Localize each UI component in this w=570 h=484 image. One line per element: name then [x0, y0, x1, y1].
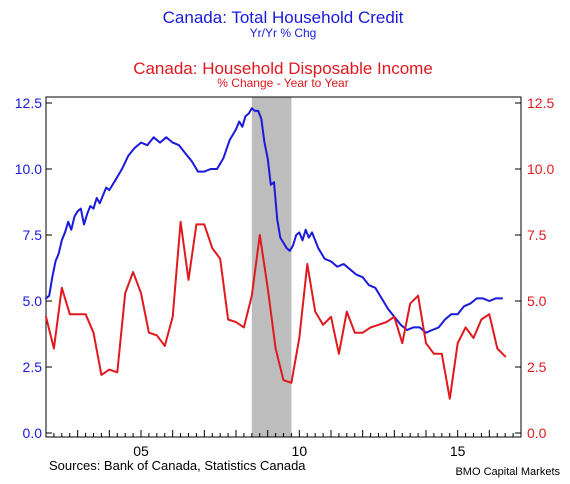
credit-note: BMO Capital Markets [455, 466, 560, 478]
right-tick-label-1: 2.5 [527, 359, 547, 375]
left-tick-label-2: 5.0 [23, 293, 43, 309]
chart-title-1: Yr/Yr % Chg [250, 26, 317, 40]
chart-title-3: % Change - Year to Year [217, 76, 348, 90]
left-tick-label-5: 12.5 [15, 95, 42, 111]
right-tick-label-3: 7.5 [527, 227, 547, 243]
x-tick-label-1: 10 [292, 443, 308, 459]
left-tick-label-3: 7.5 [23, 227, 43, 243]
right-tick-label-4: 10.0 [527, 161, 554, 177]
series-line-0 [45, 107, 503, 334]
x-tick-label-2: 15 [450, 443, 466, 459]
left-y-axis: 0.0 2.5 5.0 7.5 10.0 12.5 [15, 95, 52, 441]
sources-note: Sources: Bank of Canada, Statistics Cana… [49, 458, 306, 473]
recession-shade [251, 97, 292, 437]
right-tick-label-0: 0.0 [527, 425, 547, 441]
right-tick-label-2: 5.0 [527, 293, 547, 309]
right-tick-label-5: 12.5 [527, 95, 554, 111]
series-line-1 [45, 220, 507, 400]
right-y-axis: 0.0 2.5 5.0 7.5 10.0 12.5 [515, 95, 554, 441]
left-tick-label-4: 10.0 [15, 161, 42, 177]
chart-title-2: Canada: Household Disposable Income [133, 59, 433, 78]
left-tick-label-0: 0.0 [23, 425, 43, 441]
series-lines [45, 107, 507, 400]
x-axis: 05 10 15 [45, 430, 522, 459]
x-tick-label-0: 05 [133, 443, 149, 459]
chart-title-0: Canada: Total Household Credit [163, 8, 404, 27]
left-tick-label-1: 2.5 [23, 359, 43, 375]
